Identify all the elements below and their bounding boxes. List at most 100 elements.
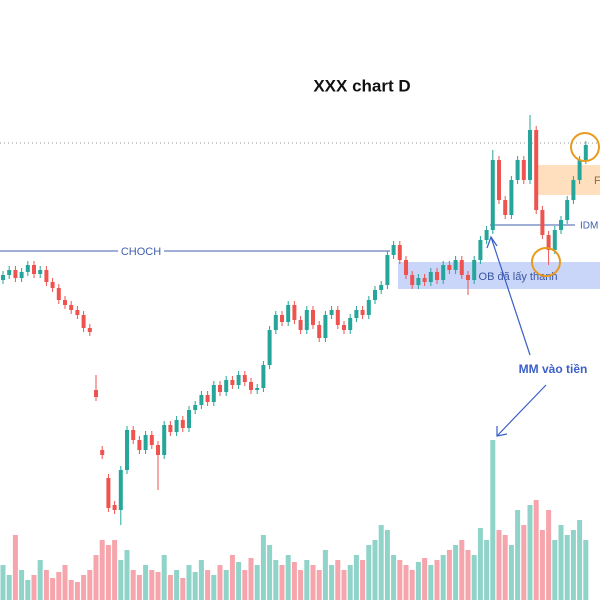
- candle-body: [540, 210, 545, 235]
- volume-bar: [180, 578, 186, 600]
- volume-bar: [112, 540, 118, 600]
- volume-bar: [329, 565, 335, 600]
- volume-bar: [12, 535, 18, 600]
- volume-bar: [0, 565, 6, 600]
- volume-bar: [403, 565, 409, 600]
- volume-bar: [211, 575, 217, 600]
- candle-body: [75, 310, 80, 315]
- candle-body: [466, 275, 470, 280]
- volume-bar: [459, 540, 465, 600]
- volume-bar: [74, 582, 80, 600]
- candle-body: [205, 395, 210, 402]
- candle-body: [528, 130, 532, 180]
- volume-bar: [6, 575, 12, 600]
- candle-body: [218, 385, 222, 392]
- volume-bar: [570, 530, 576, 600]
- volume-bar: [217, 565, 223, 600]
- volume-bar: [167, 575, 173, 600]
- candle-body: [32, 265, 36, 274]
- candle-body: [50, 282, 55, 288]
- volume-bar: [304, 560, 310, 600]
- volume-bar: [496, 530, 502, 600]
- candle-body: [373, 290, 377, 300]
- volume-bar: [353, 555, 359, 600]
- candle-body: [459, 260, 464, 275]
- volume-bar: [434, 560, 440, 600]
- volume-bar: [546, 510, 552, 600]
- candle-body: [304, 310, 309, 330]
- candle-body: [168, 425, 173, 432]
- candle-body: [249, 382, 253, 390]
- candle-body: [335, 310, 340, 325]
- volume-bar: [298, 570, 304, 600]
- volume-bar: [415, 562, 421, 600]
- volume-bar: [502, 535, 508, 600]
- arrows: [486, 235, 547, 437]
- volume-bar: [105, 545, 111, 600]
- candle-body: [25, 265, 30, 272]
- volume-bar: [558, 525, 564, 600]
- candle-body: [453, 260, 458, 270]
- volume-bar: [465, 550, 471, 600]
- candle-body: [143, 435, 148, 450]
- mm-label: MM vào tiền: [519, 362, 588, 376]
- candle-body: [521, 160, 526, 180]
- volume-bar: [248, 558, 254, 600]
- candle-body: [404, 260, 408, 275]
- candle-body: [565, 200, 570, 220]
- volume-bar: [515, 510, 521, 600]
- candle-body: [509, 180, 514, 215]
- candle-body: [7, 270, 12, 275]
- volume-bar: [267, 545, 273, 600]
- candle-body: [366, 300, 371, 315]
- candle-body: [193, 405, 198, 410]
- volume-bar: [391, 555, 397, 600]
- candle-body: [224, 380, 229, 392]
- volume-bar: [62, 565, 68, 600]
- candle-body: [422, 278, 427, 282]
- candle-body: [472, 260, 477, 280]
- volume-bar: [155, 572, 161, 600]
- candle-body: [180, 420, 185, 428]
- candle-body: [546, 235, 551, 250]
- candle-body: [385, 255, 390, 285]
- candle-body: [583, 145, 588, 160]
- candle-body: [286, 305, 291, 322]
- volume-bar: [471, 555, 477, 600]
- candle-body: [292, 305, 297, 320]
- candle-body: [577, 160, 582, 180]
- volume-bar: [477, 528, 483, 600]
- volume-bar: [409, 570, 415, 600]
- candle-body: [503, 200, 508, 215]
- idm-label: IDM: [580, 221, 598, 232]
- volume-bar: [136, 575, 142, 600]
- volume-bar: [285, 555, 291, 600]
- candle-body: [87, 328, 92, 332]
- candle-body: [174, 420, 179, 432]
- candle-body: [81, 315, 86, 328]
- candle-body: [211, 385, 216, 402]
- volume-bar: [335, 560, 341, 600]
- candle-body: [379, 285, 384, 290]
- candle-body: [69, 305, 74, 310]
- volume-bar: [564, 535, 570, 600]
- fvg-zone: [535, 165, 600, 195]
- candle-body: [13, 270, 18, 278]
- candle-body: [317, 325, 322, 338]
- candle-body: [391, 245, 396, 255]
- candle-body: [273, 315, 278, 330]
- volume-bar: [205, 570, 211, 600]
- volume-bar: [93, 555, 99, 600]
- candle-body: [441, 265, 446, 280]
- candle-body: [187, 410, 191, 428]
- highlight-circle: [570, 132, 600, 162]
- candle-body: [261, 365, 266, 388]
- volume-bar: [366, 545, 372, 600]
- volume-bar: [124, 550, 130, 600]
- candle-body: [360, 310, 365, 315]
- volume-bar: [341, 570, 347, 600]
- volume-bar: [577, 520, 583, 600]
- volume-bar: [521, 525, 527, 600]
- candle-body: [63, 300, 67, 305]
- volume-bar: [19, 570, 25, 600]
